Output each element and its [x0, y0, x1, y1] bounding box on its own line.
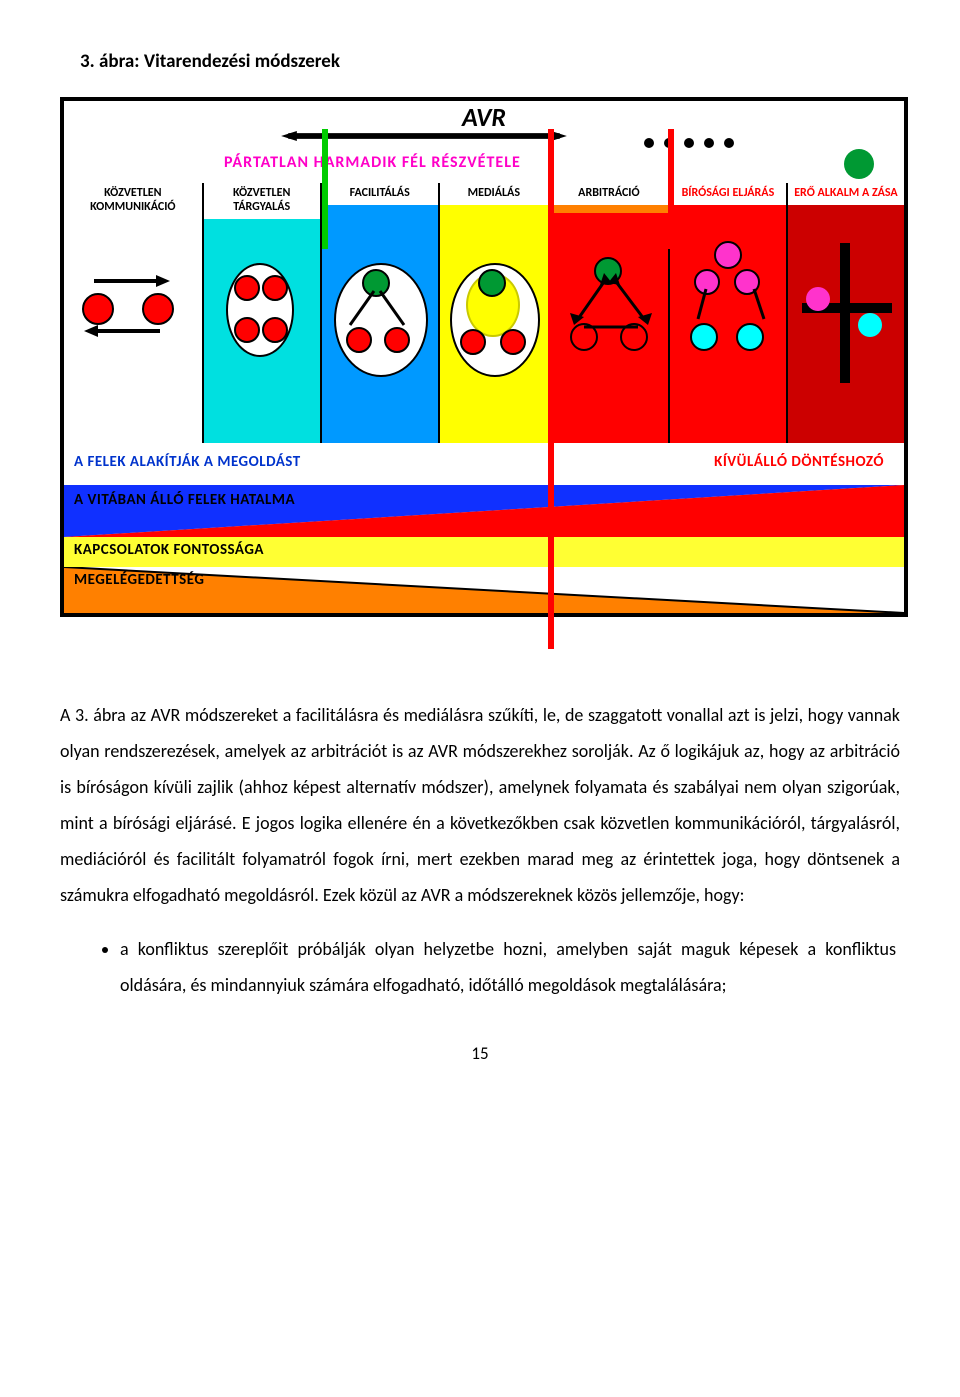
- band1-right: KÍVÜLÁLLÓ DÖNTÉSHOZÓ: [714, 453, 884, 471]
- band-relations: KAPCSOLATOK FONTOSSÁGA: [64, 537, 904, 567]
- band-satisfaction: MEGELÉGEDETTSÉG: [64, 567, 904, 613]
- columns-container: KÖZVETLEN KOMMUNIKÁCIÓ KÖZVETLEN TÁRGYAL…: [64, 183, 904, 443]
- col-label: BÍRÓSÁGI ELJÁRÁS: [670, 183, 786, 205]
- divider-red-2: [668, 129, 674, 249]
- band3-left: KAPCSOLATOK FONTOSSÁGA: [74, 541, 264, 559]
- divider-red-1: [548, 129, 554, 649]
- bullet-list: a konfliktus szereplőit próbálják olyan …: [60, 931, 900, 1003]
- band-power: A VITÁBAN ÁLLÓ FELEK HATALMA KÜLSŐ KÉNYS…: [64, 485, 904, 537]
- mini-icon: [322, 223, 438, 443]
- diagram-frame: AVR PÁRTATLAN HARMADIK FÉL RÉSZVÉTELE KÖ…: [60, 97, 908, 617]
- col-direct-comm: KÖZVETLEN KOMMUNIKÁCIÓ: [64, 183, 204, 443]
- divider-green: [322, 129, 328, 249]
- body-paragraph: A 3. ábra az AVR módszereket a facilitál…: [60, 697, 900, 913]
- subtitle-row: PÁRTATLAN HARMADIK FÉL RÉSZVÉTELE: [64, 149, 904, 183]
- page-number: 15: [60, 1043, 900, 1064]
- col-direct-neg: KÖZVETLEN TÁRGYALÁS: [204, 183, 322, 443]
- col-label: KÖZVETLEN TÁRGYALÁS: [204, 183, 320, 219]
- figure-heading: 3. ábra: Vitarendezési módszerek: [60, 50, 900, 73]
- subtitle-text: PÁRTATLAN HARMADIK FÉL RÉSZVÉTELE: [224, 153, 521, 172]
- avr-row: AVR: [64, 101, 904, 149]
- mini-icon: [440, 223, 548, 443]
- band1-left: A FELEK ALAKÍTJÁK A MEGOLDÁST: [74, 453, 301, 471]
- mini-icon: [204, 223, 320, 443]
- avr-title: AVR: [64, 101, 904, 133]
- mini-icon: [670, 223, 786, 443]
- band4-left: MEGELÉGEDETTSÉG: [74, 571, 204, 589]
- col-facilitation: FACILITÁLÁS: [322, 183, 440, 443]
- mini-icon: [550, 223, 668, 443]
- col-label: FACILITÁLÁS: [322, 183, 438, 205]
- bullet-item: a konfliktus szereplőit próbálják olyan …: [120, 931, 900, 1003]
- green-dot-icon: [844, 149, 874, 179]
- col-court: BÍRÓSÁGI ELJÁRÁS: [670, 183, 788, 443]
- col-label: ARBITRÁCIÓ: [550, 183, 668, 205]
- avr-arrow-icon: [224, 131, 624, 141]
- mini-icon: [64, 223, 202, 443]
- col-mediation: MEDIÁLÁS: [440, 183, 550, 443]
- band-decision: A FELEK ALAKÍTJÁK A MEGOLDÁST KÍVÜLÁLLÓ …: [64, 443, 904, 485]
- col-arbitration: ARBITRÁCIÓ: [550, 183, 670, 443]
- mini-icon: [788, 223, 904, 443]
- band2-left: A VITÁBAN ÁLLÓ FELEK HATALMA: [74, 491, 295, 509]
- band2-right: KÜLSŐ KÉNYSZER SZINTJE: [721, 509, 890, 527]
- col-label: ERŐ ALKALM A ZÁSA: [788, 183, 904, 205]
- col-force: ERŐ ALKALM A ZÁSA: [788, 183, 904, 443]
- col-label: KÖZVETLEN KOMMUNIKÁCIÓ: [64, 183, 202, 219]
- col-label: MEDIÁLÁS: [440, 183, 548, 205]
